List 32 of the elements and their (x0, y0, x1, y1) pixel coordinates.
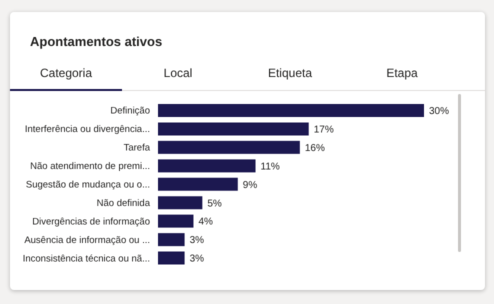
bar (158, 159, 256, 172)
bar (158, 178, 238, 191)
data-label: 5% (207, 198, 222, 210)
text: Local (162, 66, 194, 82)
data-label: 3% (190, 235, 204, 246)
data-label: 17% (314, 124, 334, 136)
bar (158, 196, 202, 210)
bar (158, 252, 185, 265)
y-tick-label: Não definida (96, 198, 151, 209)
bar (158, 214, 194, 228)
bar (158, 233, 185, 246)
data-label: 4% (198, 216, 214, 228)
y-tick-label: Ausência de informação ou ... (24, 234, 150, 246)
text: Etapa (385, 66, 419, 82)
y-tick-label: Divergências de informação (32, 216, 150, 228)
y-tick-label: Inconsistência técnica ou nã... (22, 253, 150, 264)
data-label: 9% (242, 180, 258, 191)
text: Categoria (10, 66, 122, 91)
chart-title: Apontamentos ativos (30, 34, 162, 49)
y-tick-label: Interferência ou divergência... (24, 124, 150, 136)
bar (158, 104, 424, 117)
y-tick-label: Tarefa (124, 142, 151, 154)
y-tick-label: Sugestão de mudança ou o... (26, 180, 150, 190)
y-tick-label: Definição (110, 106, 150, 117)
bar (158, 140, 300, 154)
y-tick-label: Não atendimento de premi... (30, 161, 150, 172)
data-label: 3% (190, 254, 204, 265)
data-label: 11% (260, 161, 280, 172)
bar (158, 122, 309, 136)
data-label: 30% (429, 106, 450, 118)
text: Etiqueta (266, 66, 314, 82)
data-label: 16% (304, 142, 325, 154)
